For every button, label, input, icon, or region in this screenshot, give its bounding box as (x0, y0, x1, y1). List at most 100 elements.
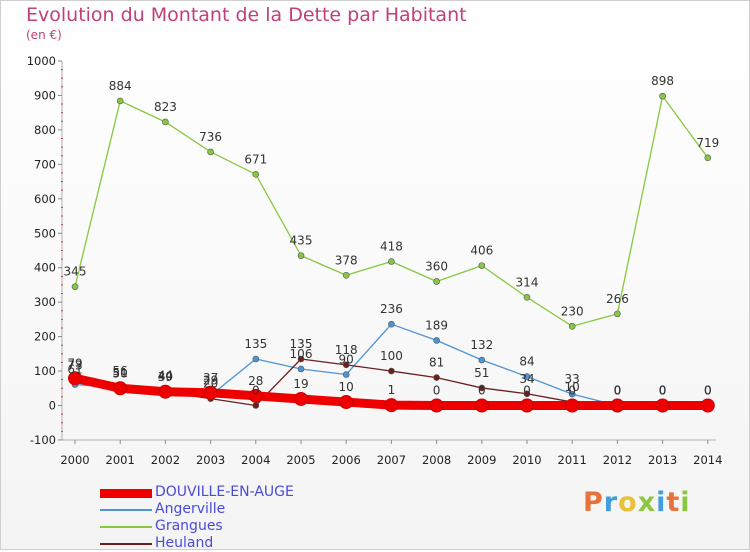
data-label-douville-en-auge: 37 (203, 371, 218, 385)
x-tick-label: 2000 (60, 453, 89, 467)
data-point-douville-en-auge (294, 391, 308, 406)
data-label-angerville: 106 (290, 347, 313, 361)
data-label-angerville: 0 (659, 384, 667, 398)
data-point-angerville (252, 355, 260, 363)
data-point-angerville (388, 320, 395, 328)
data-point-grangues (568, 322, 576, 330)
data-point-grangues (162, 118, 169, 126)
data-label-heuland: 0 (704, 384, 712, 398)
data-point-angerville (523, 373, 531, 380)
data-label-heuland: 51 (474, 366, 489, 380)
data-point-douville-en-auge (520, 398, 534, 413)
data-label-grangues: 736 (199, 130, 222, 144)
y-tick-label: 500 (34, 226, 56, 240)
data-label-douville-en-auge: 79 (67, 356, 82, 370)
y-tick-label: 100 (34, 364, 56, 378)
data-point-angerville (568, 390, 576, 398)
data-point-douville-en-auge (655, 398, 670, 413)
y-tick-label: 1000 (27, 54, 56, 68)
data-label-heuland: 0 (252, 384, 260, 398)
x-tick-label: 2013 (648, 453, 677, 467)
data-point-heuland (478, 384, 486, 392)
data-label-grangues: 671 (244, 152, 267, 166)
data-label-angerville: 90 (339, 352, 354, 366)
data-point-angerville (478, 356, 486, 364)
x-tick-label: 2011 (558, 453, 587, 467)
data-label-angerville: 132 (470, 338, 493, 352)
legend-swatch-grangues (100, 526, 152, 528)
y-tick-label: 0 (49, 399, 56, 413)
data-point-angerville (297, 365, 305, 373)
legend-label-angerville: Angerville (155, 501, 226, 517)
x-tick-label: 2014 (693, 453, 722, 467)
data-label-douville-en-auge: 0 (614, 384, 622, 398)
unit-label: (en €) (26, 28, 62, 42)
data-label-douville-en-auge: 0 (568, 384, 576, 398)
data-point-douville-en-auge (384, 398, 399, 413)
logo-letter: i (656, 487, 667, 518)
data-label-angerville: 33 (565, 372, 580, 386)
data-label-angerville: 236 (380, 302, 403, 316)
data-point-douville-en-auge (565, 398, 580, 413)
data-point-douville-en-auge (429, 398, 444, 413)
data-label-angerville: 0 (704, 384, 712, 398)
data-point-douville-en-auge (158, 384, 173, 399)
data-label-douville-en-auge: 28 (248, 374, 263, 388)
data-label-douville-en-auge: 0 (659, 384, 667, 398)
data-label-grangues: 360 (425, 259, 448, 273)
data-point-grangues (297, 252, 305, 259)
y-tick-label: -100 (30, 433, 56, 447)
data-label-angerville: 29 (203, 374, 218, 388)
data-label-heuland: 56 (113, 364, 128, 378)
data-label-heuland: 0 (659, 384, 667, 398)
x-tick-label: 2008 (422, 453, 451, 467)
data-point-douville-en-auge (700, 398, 715, 413)
data-point-grangues (116, 97, 124, 105)
data-label-grangues: 314 (516, 275, 539, 289)
data-label-douville-en-auge: 1 (388, 383, 396, 397)
data-point-douville-en-auge (474, 398, 489, 413)
data-label-heuland: 0 (614, 384, 622, 398)
data-label-angerville: 61 (67, 362, 82, 376)
data-label-heuland: 10 (565, 380, 580, 394)
y-tick-label: 300 (34, 295, 56, 309)
data-point-grangues (207, 148, 214, 156)
data-label-douville-en-auge: 0 (523, 384, 531, 398)
x-tick-label: 2004 (241, 453, 270, 467)
data-label-angerville: 135 (244, 337, 267, 351)
data-point-grangues (478, 262, 486, 269)
data-label-grangues: 378 (335, 253, 358, 267)
data-point-douville-en-auge (248, 388, 263, 403)
data-point-grangues (704, 154, 712, 162)
data-point-douville-en-auge (610, 398, 625, 413)
legend-swatch-douville-en-auge (100, 488, 152, 498)
x-tick-label: 2007 (377, 453, 406, 467)
data-label-grangues: 435 (290, 234, 313, 248)
data-label-grangues: 823 (154, 100, 177, 114)
data-point-angerville (342, 371, 350, 378)
data-label-grangues: 719 (696, 136, 719, 150)
data-label-douville-en-auge: 0 (433, 384, 441, 398)
data-label-douville-en-auge: 40 (158, 370, 173, 384)
data-label-angerville: 0 (614, 384, 622, 398)
logo-letter: r (603, 487, 619, 518)
data-label-heuland: 34 (519, 372, 534, 386)
proxiti-logo: Proxiti (583, 487, 691, 518)
legend-label-douville-en-auge: DOUVILLE-EN-AUGE (155, 484, 294, 500)
data-point-douville-en-auge (68, 371, 82, 386)
data-label-heuland: 135 (290, 337, 313, 351)
data-point-grangues (433, 278, 440, 285)
legend-label-grangues: Grangues (155, 518, 223, 534)
data-point-grangues (388, 258, 395, 265)
x-tick-label: 2003 (196, 453, 225, 467)
x-tick-label: 2010 (512, 453, 541, 467)
y-tick-label: 400 (34, 261, 56, 275)
data-label-heuland: 118 (335, 343, 358, 357)
data-point-heuland (297, 355, 305, 363)
data-point-heuland (388, 367, 395, 375)
data-point-heuland (433, 374, 440, 381)
data-label-douville-en-auge: 50 (113, 366, 128, 380)
logo-letter: i (680, 487, 691, 518)
logo-letter: o (618, 487, 638, 518)
